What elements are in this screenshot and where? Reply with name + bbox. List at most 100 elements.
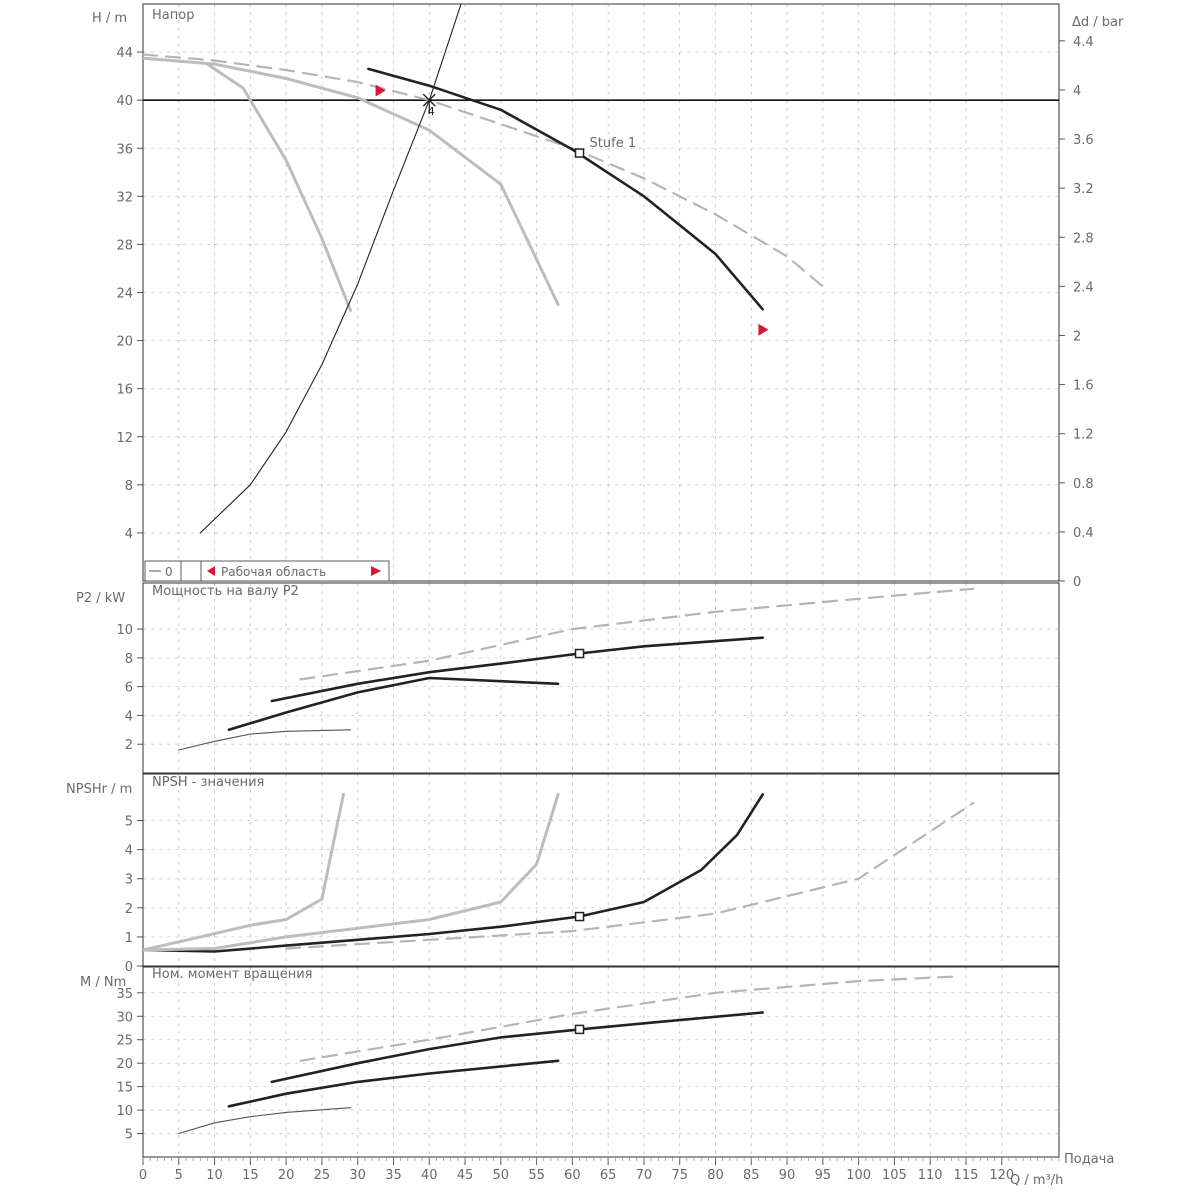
series-p4-3	[178, 1107, 352, 1135]
series-p4-2	[227, 1059, 560, 1108]
xtick-label-20: 100	[846, 1168, 871, 1183]
xtick-label-3: 15	[242, 1168, 259, 1183]
ytick-label-p1-0: 4	[125, 527, 133, 542]
xtick-label-8: 40	[421, 1168, 438, 1183]
y2tick-label-1: 0.4	[1073, 526, 1094, 541]
xtick-label-24: 120	[989, 1168, 1014, 1183]
panel-frame-p2	[142, 582, 1060, 774]
y2tick-label-2: 0.8	[1073, 477, 1094, 492]
red-flag-marker-2	[375, 84, 386, 97]
ytick-label-p1-3: 16	[116, 383, 133, 398]
ytick-label-p3-1: 1	[125, 931, 133, 946]
ytick-label-p3-4: 4	[125, 844, 133, 859]
y2tick-label-9: 3.6	[1073, 133, 1094, 148]
panel4-title: Ном. момент вращения	[152, 967, 312, 982]
panel1-y2label: Δd / bar	[1072, 15, 1124, 30]
xtick-label-13: 65	[600, 1168, 617, 1183]
ytick-label-p4-6: 35	[116, 987, 133, 1002]
curve-label-stufe: Stufe 1	[590, 136, 637, 151]
series-p3-0	[143, 793, 764, 953]
legend-box	[144, 560, 390, 582]
ytick-label-p4-3: 20	[116, 1057, 133, 1072]
ytick-label-p1-10: 44	[116, 46, 133, 61]
ytick-label-p1-4: 20	[116, 335, 133, 350]
xtick-label-22: 110	[918, 1168, 943, 1183]
series-p2-2	[227, 676, 560, 732]
ytick-label-p2-4: 10	[116, 623, 133, 638]
ytick-label-p4-0: 5	[125, 1128, 133, 1143]
ytick-label-p3-5: 5	[125, 815, 133, 830]
label-layer: 4812162024283236404424681001234551015202…	[116, 35, 1093, 1183]
series-p2-0	[299, 587, 975, 681]
panel-frame-p4	[142, 966, 1060, 1158]
xtick-label-12: 60	[564, 1168, 581, 1183]
ytick-label-p4-4: 25	[116, 1034, 133, 1049]
ytick-label-p3-2: 2	[125, 902, 133, 917]
x-axis-unit-label: Q / m³/h	[1010, 1173, 1063, 1188]
xtick-label-15: 75	[671, 1168, 688, 1183]
y2tick-label-3: 1.2	[1073, 428, 1094, 443]
red-flag-marker-3	[758, 323, 769, 336]
xtick-label-19: 95	[815, 1168, 832, 1183]
duty-point-marker-p2	[574, 648, 585, 659]
series-p2-1	[270, 636, 764, 703]
panel4-ylabel: M / Nm	[80, 975, 126, 990]
footer-label: Подача	[1064, 1152, 1114, 1167]
y2tick-label-6: 2.4	[1073, 280, 1094, 295]
y2tick-label-8: 3.2	[1073, 182, 1094, 197]
duty-point-marker-p3	[574, 911, 585, 922]
ytick-label-p1-5: 24	[116, 287, 133, 302]
legend-flag-left	[207, 566, 215, 576]
ytick-label-p2-0: 2	[125, 738, 133, 753]
y2tick-label-5: 2	[1073, 329, 1081, 344]
ytick-label-p1-8: 36	[116, 142, 133, 157]
series-p1-3	[205, 62, 352, 312]
duty-point-marker-p1	[574, 148, 585, 158]
series-p4-1	[270, 1011, 764, 1084]
legend-label-left: 0	[165, 565, 173, 579]
xtick-label-9: 45	[457, 1168, 474, 1183]
panel3-ylabel: NPSHr / m	[66, 782, 132, 797]
xtick-label-14: 70	[636, 1168, 653, 1183]
xtick-label-0: 0	[139, 1168, 147, 1183]
legend-flag-right	[371, 566, 381, 576]
series-p1-0	[143, 53, 824, 288]
ytick-label-p1-1: 8	[125, 479, 133, 494]
legend-label-right: Рабочая область	[221, 565, 326, 579]
operating-point-label: 4	[428, 105, 435, 118]
xtick-label-10: 50	[493, 1168, 510, 1183]
xtick-label-11: 55	[528, 1168, 545, 1183]
y2tick-label-4: 1.6	[1073, 379, 1094, 394]
xtick-label-2: 10	[206, 1168, 223, 1183]
duty-point-marker-p4	[574, 1024, 585, 1035]
ytick-label-p4-2: 15	[116, 1081, 133, 1096]
xtick-label-17: 85	[743, 1168, 760, 1183]
xtick-label-18: 90	[779, 1168, 796, 1183]
ytick-label-p3-0: 0	[125, 960, 133, 975]
ytick-label-p1-6: 28	[116, 238, 133, 253]
panel-frame-p1	[142, 3, 1060, 582]
xtick-label-16: 80	[707, 1168, 724, 1183]
xtick-label-21: 105	[882, 1168, 907, 1183]
panel2-title: Мощность на валу P2	[152, 584, 299, 599]
y2tick-label-7: 2.8	[1073, 231, 1094, 246]
series-layer	[143, 4, 975, 1135]
xtick-label-7: 35	[385, 1168, 402, 1183]
y2tick-label-11: 4.4	[1073, 35, 1094, 50]
frame-layer	[137, 3, 1065, 1165]
panel1-title: Напор	[152, 8, 194, 23]
ytick-label-p4-5: 30	[116, 1010, 133, 1025]
ytick-label-p1-7: 32	[116, 190, 133, 205]
marker-layer	[375, 84, 769, 1035]
series-p3-2	[143, 792, 345, 952]
panel2-ylabel: P2 / kW	[76, 591, 125, 606]
ytick-label-p1-2: 12	[116, 431, 133, 446]
ytick-label-p2-1: 4	[125, 709, 133, 724]
series-p4-0	[299, 975, 960, 1062]
series-p3-1	[143, 792, 560, 952]
ytick-label-p2-3: 8	[125, 652, 133, 667]
series-p1-1	[367, 67, 764, 311]
panel3-title: NPSH - значения	[152, 775, 264, 790]
series-p3-3	[285, 802, 975, 950]
